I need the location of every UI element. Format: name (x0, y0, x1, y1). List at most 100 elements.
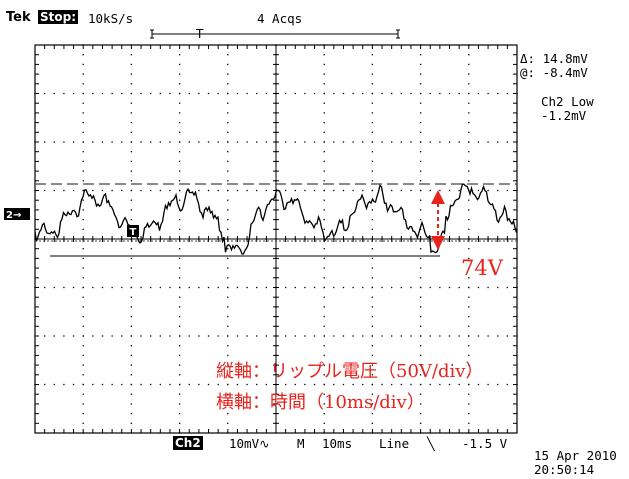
trigger-flag-label: T (130, 227, 137, 238)
delta-readout: Δ: 14.8mV (520, 51, 588, 66)
grid-dot (419, 160, 422, 163)
grid-dot (323, 374, 325, 376)
grid-dot (246, 92, 248, 95)
grid-dot (323, 131, 325, 133)
at-readout: @: -8.4mV (520, 65, 588, 80)
grid-dot (458, 286, 460, 289)
capture-date: 15 Apr 2010 (534, 448, 617, 463)
grid-dot (429, 383, 431, 386)
grid-dot (323, 393, 325, 395)
grid-dot (130, 306, 133, 308)
grid-dot (468, 218, 470, 221)
grid-dot (236, 92, 239, 95)
grid-dot (294, 141, 296, 143)
grid-dot (130, 102, 133, 104)
grid-dot (227, 315, 229, 318)
grid-dot (169, 286, 171, 289)
grid-dot (227, 422, 229, 424)
grid-dot (439, 383, 441, 386)
grid-dot (371, 374, 374, 376)
record-position-bracket (150, 29, 400, 39)
grid-dot (468, 393, 470, 395)
grid-dot (178, 54, 181, 56)
grid-dot (246, 286, 248, 289)
grid-dot (178, 345, 181, 347)
grid-dot (82, 412, 84, 415)
grid-dot (43, 286, 46, 289)
grid-dot (371, 180, 374, 182)
grid-dot (342, 92, 345, 95)
grid-dot (304, 383, 306, 386)
grid-dot (371, 248, 374, 250)
grid-dot (63, 335, 65, 337)
grid-dot (400, 335, 402, 337)
grid-dot (227, 102, 229, 104)
grid-dot (323, 209, 325, 211)
grid-dot (82, 374, 84, 376)
grid-dot (159, 92, 161, 95)
grid-dot (371, 160, 374, 163)
grid-dot (381, 335, 383, 337)
grid-dot (294, 189, 296, 192)
grid-dot (207, 286, 210, 289)
grid-dot (82, 63, 84, 66)
grid-dot (487, 383, 489, 386)
grid-dot (178, 63, 181, 66)
grid-dot (419, 267, 422, 269)
grid-dot (506, 335, 509, 337)
grid-dot (284, 286, 287, 289)
grid-dot (468, 345, 470, 347)
grid-dot (458, 383, 460, 386)
grid-dot (371, 286, 374, 289)
grid-dot (371, 63, 374, 66)
grid-dot (82, 335, 84, 337)
volts-per-div: 10mV∿ (229, 436, 270, 451)
grid-dot (419, 393, 422, 395)
grid-dot (419, 121, 422, 124)
grid-dot (178, 422, 181, 424)
grid-dot (188, 383, 190, 386)
grid-dot (130, 345, 133, 347)
grid-dot (448, 383, 451, 386)
grid-dot (371, 141, 374, 143)
grid-dot (178, 73, 181, 75)
grid-dot (256, 286, 258, 289)
grid-dot (227, 325, 229, 327)
horizontal-axis-note: 横軸：時間（10ms/div） (216, 392, 425, 413)
grid-dot (419, 325, 422, 327)
grid-dot (391, 189, 393, 192)
grid-dot (458, 189, 460, 192)
grid-dot (468, 306, 470, 308)
grid-dot (82, 170, 84, 172)
grid-dot (468, 315, 470, 318)
grid-dot (227, 63, 229, 66)
grid-dot (468, 364, 470, 366)
grid-dot (130, 54, 133, 56)
grid-dot (227, 131, 229, 133)
grid-dot (497, 92, 499, 95)
grid-dot (169, 335, 171, 337)
grid-dot (323, 364, 325, 366)
grid-dot (497, 383, 499, 386)
grid-dot (419, 131, 422, 133)
grid-dot (130, 218, 133, 221)
grid-dot (63, 286, 65, 289)
grid-dot (371, 73, 374, 75)
grid-dot (111, 141, 113, 143)
grid-dot (227, 306, 229, 308)
grid-dot (333, 286, 335, 289)
grid-dot (111, 92, 113, 95)
grid-dot (130, 383, 133, 386)
grid-dot (342, 335, 345, 337)
grid-dot (333, 141, 335, 143)
grid-dot (477, 286, 480, 289)
grid-dot (178, 141, 181, 143)
grid-dot (82, 92, 84, 95)
grid-dot (400, 92, 402, 95)
grid-dot (294, 335, 296, 337)
grid-dot (506, 383, 509, 386)
grid-dot (448, 286, 451, 289)
grid-dot (429, 335, 431, 337)
grid-dot (227, 345, 229, 347)
grid-dot (371, 296, 374, 298)
